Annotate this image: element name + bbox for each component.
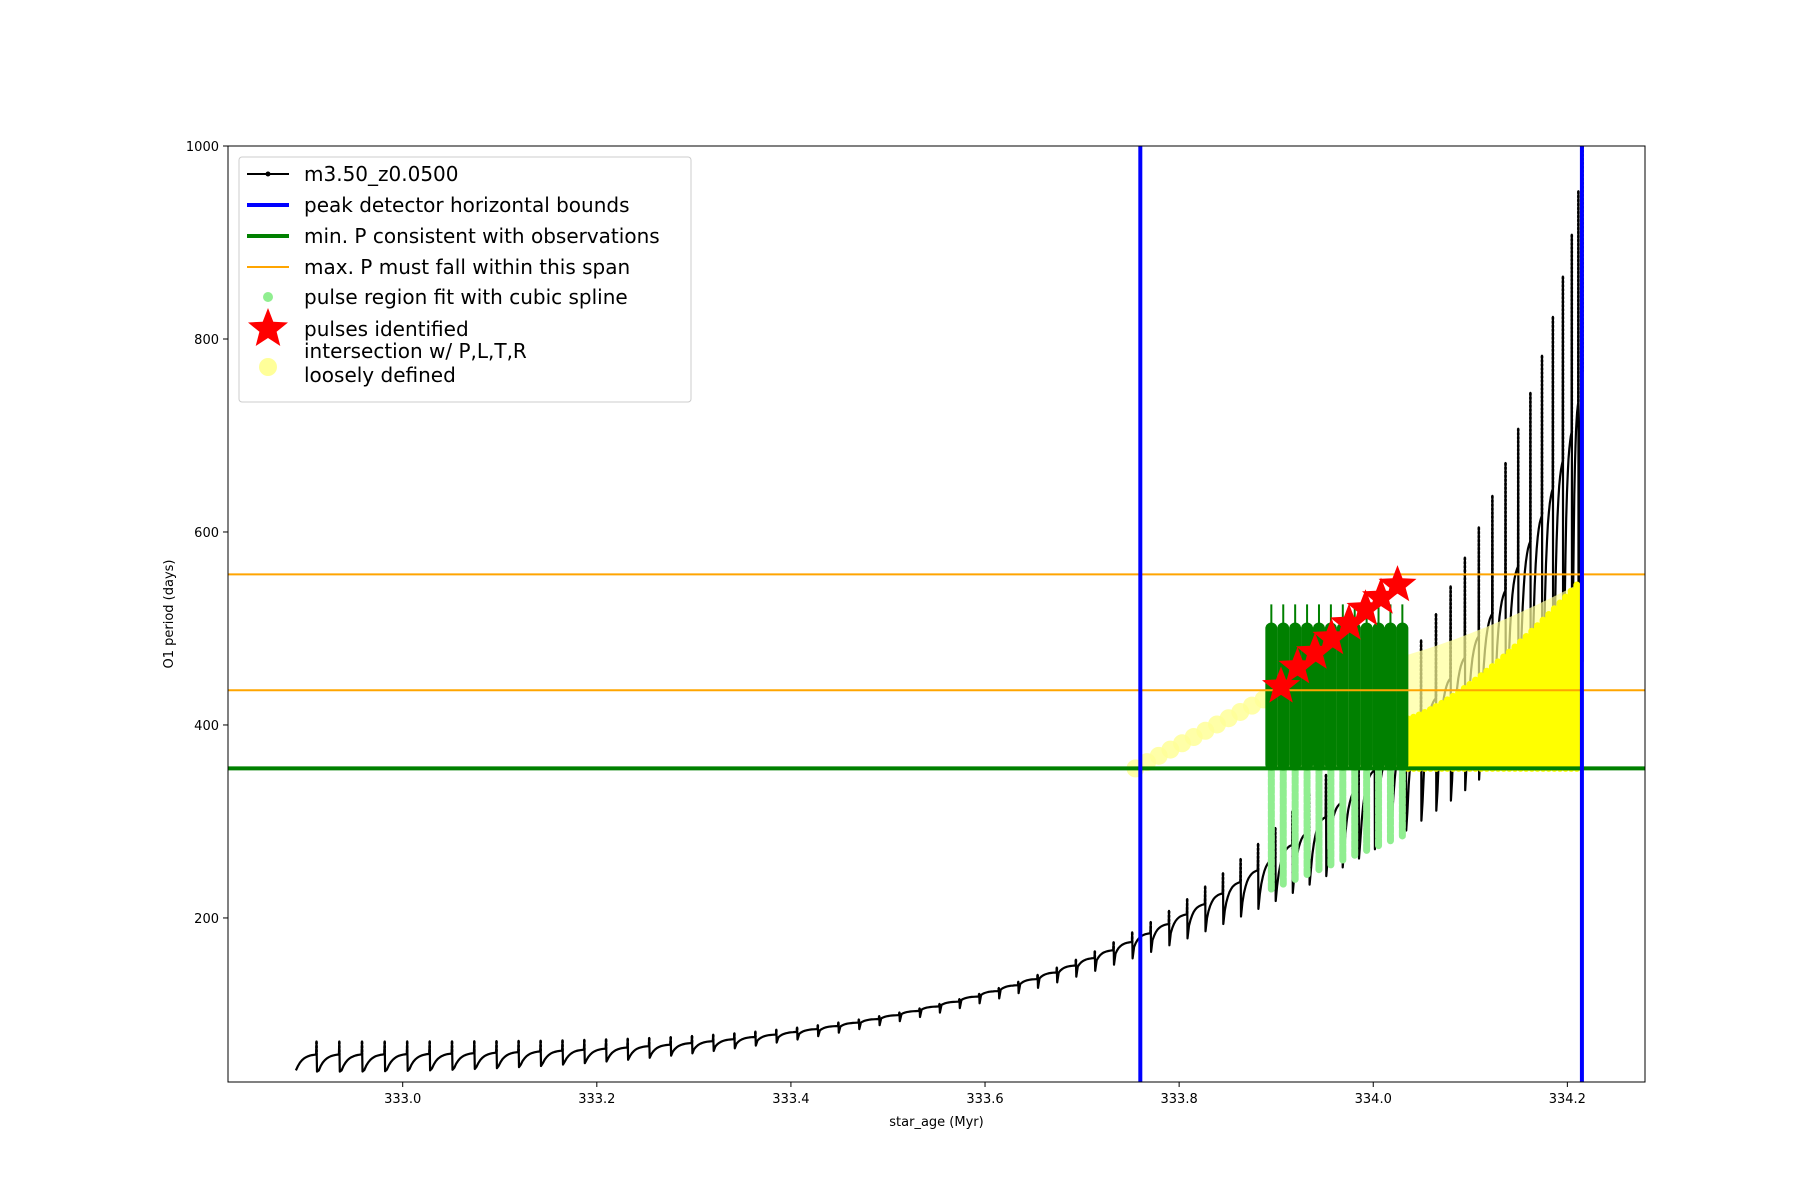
x-axis-label: star_age (Myr) <box>889 1115 983 1130</box>
axes-frame <box>227 145 1646 1083</box>
legend-label: pulses identified <box>304 317 469 341</box>
legend-big-dot-swatch <box>259 358 277 376</box>
pulse-star <box>1362 577 1400 614</box>
legend-label: peak detector horizontal bounds <box>304 193 630 217</box>
x-tick-label: 333.0 <box>384 1092 421 1107</box>
y-tick-label: 600 <box>194 526 219 541</box>
legend-label: pulse region fit with cubic spline <box>304 285 628 309</box>
pulse-star <box>1346 589 1385 626</box>
pulses-identified-series <box>1262 565 1417 703</box>
legend-star-swatch <box>248 308 288 346</box>
pulse-star <box>1278 647 1317 684</box>
y-axis-label: O1 period (days) <box>162 559 177 668</box>
y-tick-label: 400 <box>194 719 219 734</box>
legend-entry: peak detector horizontal bounds <box>247 193 630 217</box>
legend-label: m3.50_z0.0500 <box>304 162 459 186</box>
legend-entry: max. P must fall within this span <box>247 255 630 279</box>
pulse-star <box>1296 632 1334 669</box>
legend-box <box>238 156 692 403</box>
legend-label: intersection w/ P,L,T,R <box>304 339 527 363</box>
x-tick-label: 333.8 <box>1161 1092 1198 1107</box>
x-axis: 333.0 333.2 333.4 333.6 333.8 334.0 334.2 <box>384 1082 1586 1107</box>
legend-entry: pulses identified <box>248 308 469 346</box>
legend-label: max. P must fall within this span <box>304 255 630 279</box>
pulse-star <box>1378 565 1417 602</box>
reference-lines <box>228 146 1645 1082</box>
legend-dot-swatch <box>263 292 273 302</box>
legend-entry: m3.50_z0.0500 <box>247 162 459 186</box>
x-tick-label: 333.4 <box>772 1092 809 1107</box>
y-axis: 200 400 600 800 1000 <box>186 140 228 927</box>
x-tick-label: 333.2 <box>578 1092 615 1107</box>
legend-track-marker <box>265 171 271 177</box>
x-tick-label: 334.2 <box>1549 1092 1586 1107</box>
legend-label: min. P consistent with observations <box>304 224 660 248</box>
y-tick-label: 200 <box>194 912 219 927</box>
y-tick-label: 1000 <box>186 140 219 155</box>
legend-entry: min. P consistent with observations <box>247 224 660 248</box>
pulse-star <box>1312 618 1351 655</box>
x-tick-label: 334.0 <box>1355 1092 1392 1107</box>
x-tick-label: 333.6 <box>966 1092 1003 1107</box>
pulse-star <box>1262 666 1301 703</box>
y-tick-label: 800 <box>194 333 219 348</box>
legend-label: loosely defined <box>304 363 456 387</box>
legend-entry: pulse region fit with cubic spline <box>263 285 628 309</box>
pulse-star <box>1330 603 1368 640</box>
plot-area <box>228 146 1645 1082</box>
